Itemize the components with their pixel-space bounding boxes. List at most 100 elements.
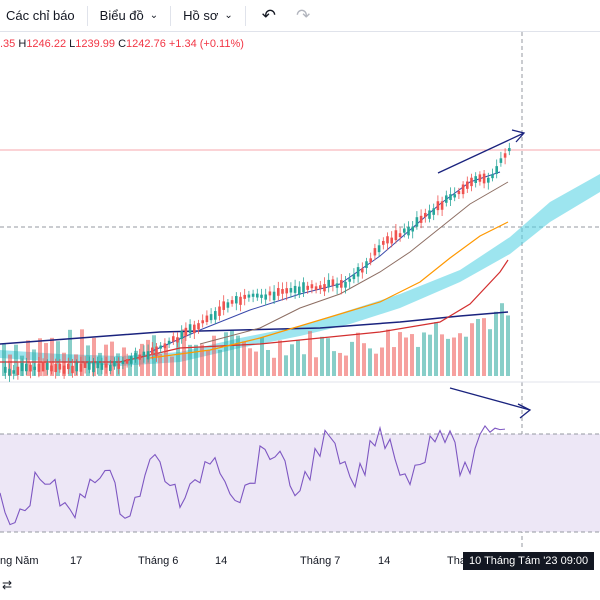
ichimoku-cloud	[0, 174, 600, 366]
redo-icon[interactable]: ↷	[296, 5, 311, 25]
volume-bar	[506, 315, 510, 376]
volume-bar	[218, 349, 222, 376]
candle-body	[432, 208, 435, 215]
candle-body	[289, 288, 293, 293]
high-value: 1246.22	[26, 38, 67, 50]
candle-body	[365, 261, 368, 269]
candle-body	[37, 363, 41, 372]
volume-bar	[296, 340, 300, 376]
candle-body	[474, 176, 477, 183]
candle-body	[499, 158, 503, 163]
crosshair-time-label: 10 Tháng Tám '23 09:00	[463, 552, 595, 570]
candle-body	[314, 286, 318, 291]
chart-type-button[interactable]: Biểu đồ ⌄	[94, 0, 164, 32]
candle-body	[180, 331, 183, 339]
cloud-area	[0, 174, 600, 366]
candle-body	[377, 245, 381, 253]
candle-body	[382, 240, 385, 245]
volume-bar	[224, 332, 228, 376]
indicators-button[interactable]: Các chỉ báo	[0, 0, 81, 32]
candle-body	[75, 362, 78, 372]
indicators-label: Các chỉ báo	[6, 8, 75, 23]
candle-body	[176, 337, 179, 343]
candle-body	[331, 279, 335, 286]
volume-bar	[446, 338, 450, 376]
candle-body	[424, 212, 427, 218]
volume-bar	[458, 333, 462, 376]
indicator-lines	[0, 171, 509, 363]
volume-bar	[494, 311, 498, 376]
scale-icon[interactable]: ⇄	[2, 578, 13, 592]
candle-body	[348, 278, 351, 282]
candle-body	[197, 323, 200, 330]
candle-body	[62, 365, 66, 374]
candle-body	[369, 258, 372, 263]
candle-body	[482, 173, 486, 184]
candle-body	[209, 314, 213, 321]
candle-body	[398, 233, 402, 238]
candle-body	[67, 363, 70, 370]
volume-bar	[392, 347, 396, 376]
candle-body	[503, 153, 507, 158]
chart-type-label: Biểu đồ	[99, 8, 144, 23]
candle-body	[335, 283, 339, 288]
volume-bar	[314, 357, 318, 376]
candle-body	[470, 177, 473, 187]
baseline-line	[0, 259, 509, 363]
candle-body	[298, 286, 301, 295]
volume-bar	[32, 349, 36, 376]
candle-body	[457, 190, 461, 195]
candlesticks	[4, 142, 511, 382]
candle-body	[54, 363, 57, 373]
candle-body	[407, 226, 410, 236]
candle-body	[440, 201, 444, 210]
volume-bar	[236, 335, 240, 376]
volume-bar	[50, 337, 54, 376]
close-label: C	[118, 38, 127, 50]
candle-body	[159, 345, 162, 349]
candle-body	[403, 228, 406, 233]
volume-bar	[488, 329, 492, 376]
volume-bar	[326, 338, 330, 376]
candle-body	[239, 296, 242, 305]
candle-body	[46, 362, 49, 370]
candle-body	[109, 364, 112, 371]
candle-body	[243, 294, 246, 299]
candle-body	[394, 230, 398, 241]
candle-body	[96, 361, 99, 369]
candle-body	[428, 210, 431, 219]
volume-bar	[8, 354, 12, 376]
candle-body	[41, 362, 45, 372]
volume-bar	[440, 334, 444, 376]
candle-body	[260, 294, 263, 298]
undo-icon[interactable]: ↶	[261, 5, 277, 25]
toolbar-divider	[170, 5, 172, 26]
candle-body	[104, 363, 108, 368]
volume-bar	[140, 343, 144, 376]
candle-body	[285, 288, 288, 294]
candle-body	[33, 366, 36, 370]
chevron-down-icon: ⌄	[149, 10, 159, 21]
price-chart-canvas[interactable]	[0, 32, 600, 548]
price-trend-arrow	[437, 132, 525, 174]
candle-body	[310, 284, 314, 289]
candle-body	[302, 282, 305, 293]
toolbar-divider	[86, 5, 88, 26]
volume-bar	[362, 343, 366, 376]
candle-body	[264, 294, 267, 300]
time-axis-label: 14	[378, 555, 391, 567]
volume-bar	[428, 334, 432, 376]
volume-bar	[278, 340, 282, 376]
volume-bar	[68, 329, 72, 376]
profile-button[interactable]: Hồ sơ ⌄	[177, 0, 239, 32]
volume-bar	[422, 332, 426, 376]
volume-bar	[110, 341, 114, 376]
volume-bar	[320, 336, 324, 376]
volume-bar	[14, 344, 18, 376]
volume-bar	[452, 337, 456, 376]
candle-body	[436, 201, 440, 211]
candle-body	[92, 362, 95, 373]
volume-bar	[176, 337, 180, 376]
candle-body	[386, 236, 389, 244]
volume-bar	[338, 352, 342, 376]
